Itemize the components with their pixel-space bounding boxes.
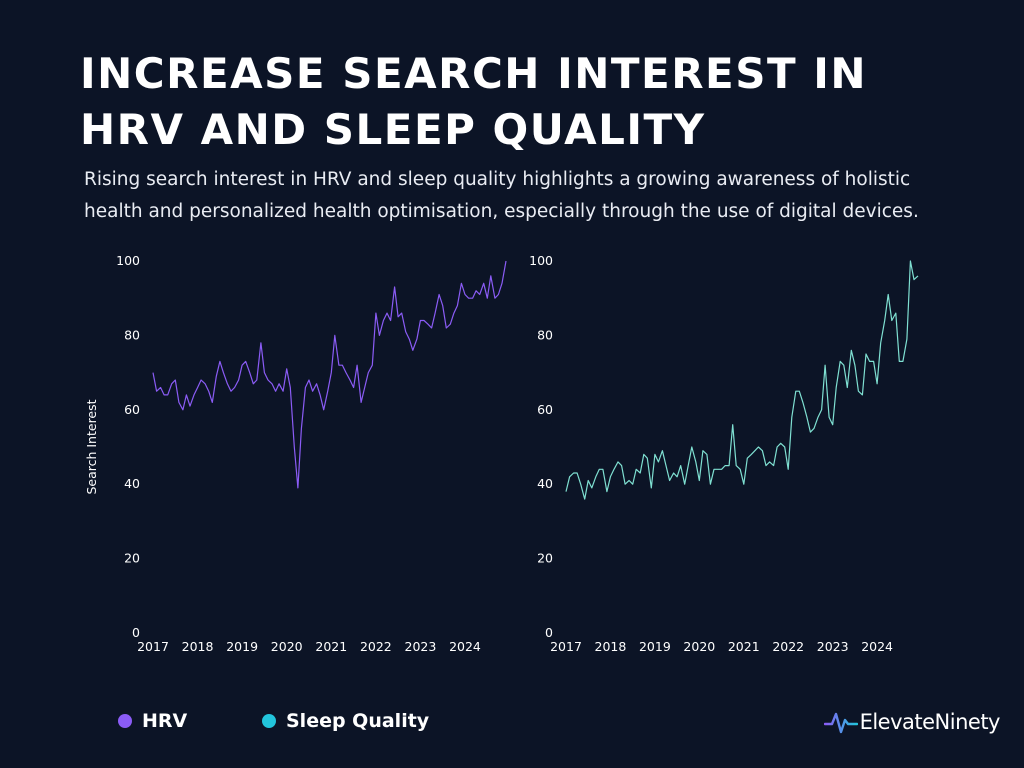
y-tick-label: 80 — [124, 327, 140, 342]
legend-sleep-quality-label: Sleep Quality — [286, 710, 430, 732]
series-line-hrv — [152, 260, 507, 489]
brand-logo: ElevateNinety — [823, 708, 1001, 736]
y-tick-label: 20 — [124, 551, 140, 566]
x-tick-label: 2021 — [315, 639, 347, 654]
x-tick-label: 2022 — [360, 639, 392, 654]
legend-sleep-quality-marker — [262, 714, 276, 728]
legend-hrv-label: HRV — [142, 710, 188, 732]
y-tick-label: 100 — [116, 253, 140, 268]
x-tick-label: 2020 — [271, 639, 303, 654]
x-tick-label: 2023 — [405, 639, 437, 654]
legend-item-hrv: HRV — [118, 710, 187, 732]
brand-name: ElevateNinety — [859, 710, 1001, 734]
y-axis-label: Search Interest — [84, 399, 99, 494]
page-title: INCREASE SEARCH INTEREST IN HRV AND SLEE… — [80, 49, 868, 154]
x-tick-label: 2019 — [226, 639, 258, 654]
x-tick-label: 2018 — [182, 639, 214, 654]
y-tick-label: 60 — [124, 402, 140, 417]
y-tick-label: 40 — [124, 476, 140, 491]
y-tick-label: 0 — [132, 625, 140, 640]
x-tick-label: 2017 — [137, 639, 169, 654]
pulse-icon — [823, 712, 858, 734]
legend-hrv-marker — [118, 714, 132, 728]
x-tick-label: 2024 — [449, 639, 481, 654]
legend-item-sleep-quality: Sleep Quality — [262, 710, 429, 732]
page-subtitle: Rising search interest in HRV and sleep … — [84, 169, 919, 222]
